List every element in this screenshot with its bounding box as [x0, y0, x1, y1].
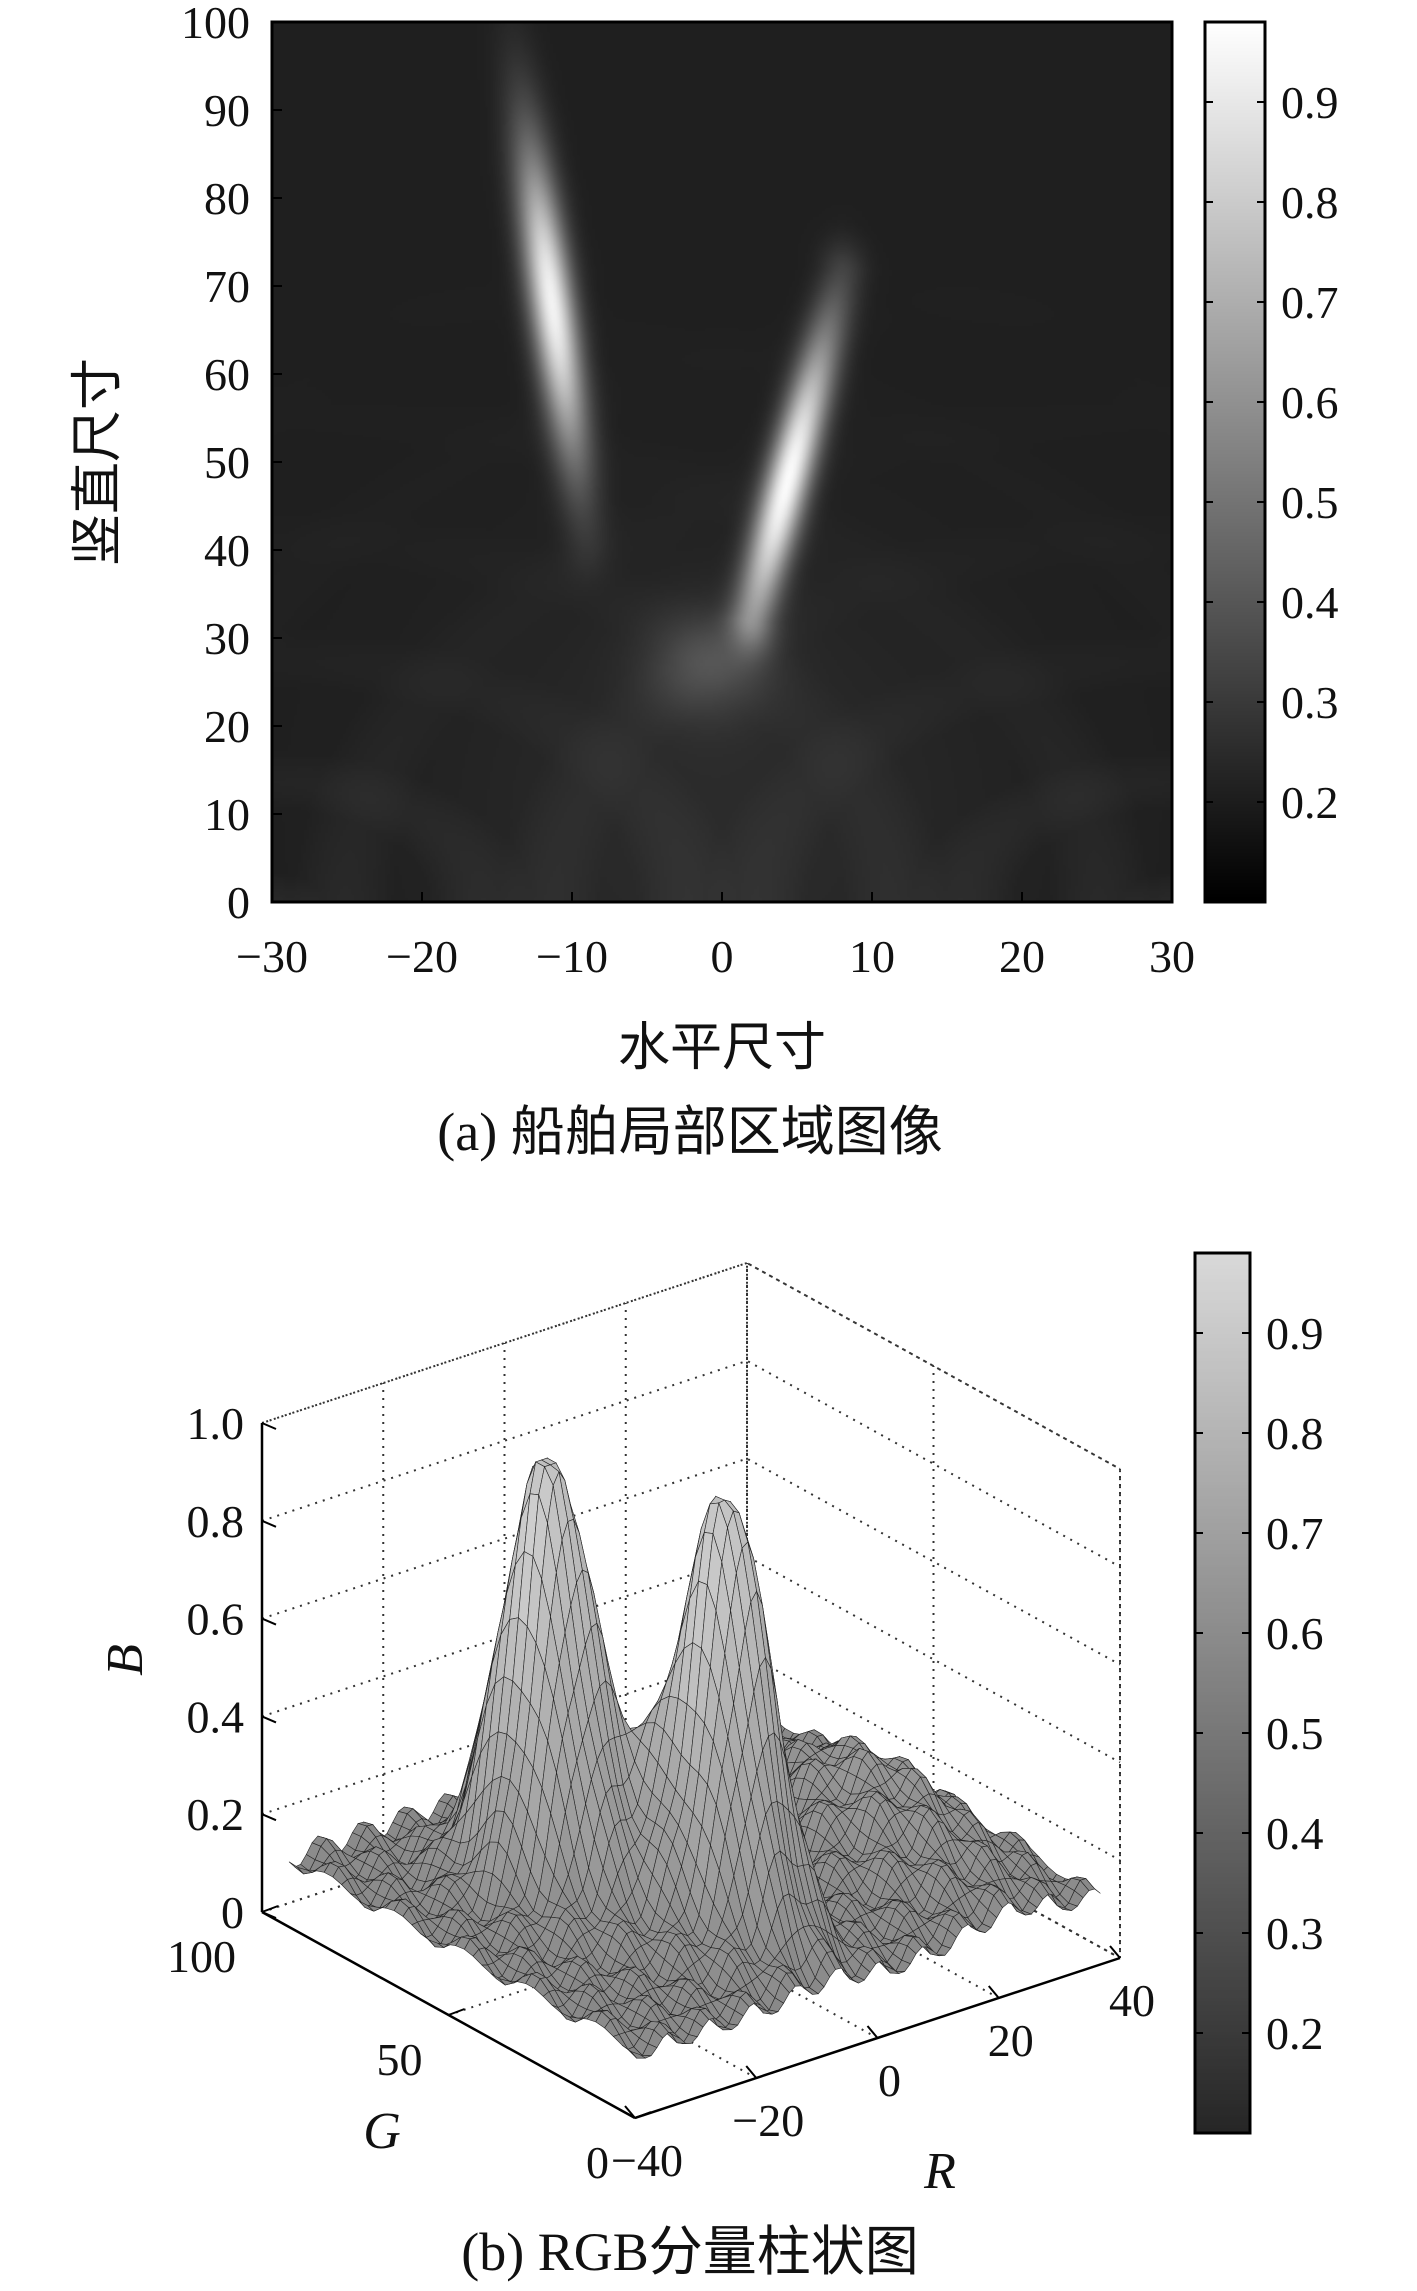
panel-b-caption: (b) RGB分量柱状图 — [461, 2222, 919, 2282]
x-tick-label: 10 — [849, 931, 895, 982]
colorbar-tick-label: 0.8 — [1281, 177, 1339, 228]
back-wall-gb — [746, 1261, 1121, 1960]
y-tick-label: 20 — [204, 701, 250, 752]
colorbar-tick-label: 0.6 — [1281, 377, 1339, 428]
r-tick-label: −20 — [732, 2095, 804, 2146]
colorbar-tick-label: 0.9 — [1281, 77, 1339, 128]
r-tick-label: 0 — [878, 2055, 901, 2106]
r-tick-mark — [624, 2105, 636, 2119]
g-tick-mark — [448, 2008, 465, 2016]
g-tick-label: 50 — [377, 2034, 423, 2085]
colorbar-tick-label: 0.5 — [1266, 1708, 1324, 1759]
colorbar-tick-label: 0.3 — [1266, 1908, 1324, 1959]
heatmap-x-ticks: −30 −20 −10 0 10 20 30 — [236, 892, 1195, 982]
colorbar-tick-label: 0.2 — [1281, 777, 1339, 828]
surface-colorbar-frame — [1193, 1251, 1252, 2135]
z-grid-line — [261, 1359, 1121, 1568]
r-tick-label: −40 — [611, 2135, 683, 2186]
surface-mesh — [288, 1457, 1101, 2059]
surface-z-label: B — [97, 1644, 154, 1676]
z-tick-mark — [261, 1617, 277, 1626]
y-tick-label: 70 — [204, 261, 250, 312]
colorbar-tick-label: 0.7 — [1266, 1508, 1324, 1559]
r-tick-label: 40 — [1109, 1975, 1155, 2026]
colorbar-tick-label: 0.4 — [1266, 1808, 1324, 1859]
heatmap-colorbar-frame — [1203, 20, 1267, 904]
y-tick-label: 10 — [204, 789, 250, 840]
heatmap-y-ticks: 0 10 20 30 40 50 60 70 80 90 100 — [181, 0, 282, 928]
panel-a: −30 −20 −10 0 10 20 30 0102030405060708090100 … — [70, 0, 1339, 1162]
z-tick-label: 1.0 — [187, 1398, 245, 1449]
y-tick-label: 50 — [204, 437, 250, 488]
r-tick-label: 20 — [988, 2015, 1034, 2066]
y-tick-label: 90 — [204, 85, 250, 136]
z-tick-label: 0.8 — [187, 1496, 245, 1547]
y-tick-label: 30 — [204, 613, 250, 664]
heatmap-colorbar-gradient — [1205, 22, 1265, 902]
colorbar-tick-label: 0.4 — [1281, 577, 1339, 628]
z-tick-mark — [261, 1519, 277, 1528]
z-tick-mark — [261, 1911, 277, 1919]
z-tick-mark — [261, 1715, 277, 1724]
colorbar-tick-label: 0.2 — [1266, 2008, 1324, 2059]
x-tick-label: −30 — [236, 931, 308, 982]
surface-facet — [629, 2050, 647, 2059]
x-tick-label: 0 — [711, 931, 734, 982]
z-grid-line — [261, 1261, 1121, 1470]
r-tick-mark — [745, 2065, 758, 2079]
colorbar-tick-label: 0.9 — [1266, 1308, 1324, 1359]
r-tick-mark — [987, 1985, 1000, 1999]
surface-y-label: G — [363, 2103, 401, 2160]
colorbar-tick-label: 0.6 — [1266, 1608, 1324, 1659]
z-tick-label: 0.4 — [187, 1691, 245, 1742]
z-tick-label: 0.6 — [187, 1594, 245, 1645]
y-tick-label: 0 — [227, 877, 250, 928]
colorbar-tick-label: 0.8 — [1266, 1408, 1324, 1459]
x-tick-label: −10 — [536, 931, 608, 982]
heatmap-y-label: 竖直尺寸 — [70, 358, 127, 566]
x-tick-label: 20 — [999, 931, 1045, 982]
y-tick-label: 40 — [204, 525, 250, 576]
g-tick-mark — [261, 1905, 279, 1913]
heatmap-colorbar-ticks: 0.2 0.3 0.4 0.5 0.6 0.7 0.8 0.9 — [1205, 77, 1339, 828]
z-tick-mark — [261, 1813, 277, 1822]
colorbar-tick-label: 0.3 — [1281, 677, 1339, 728]
g-tick-label: 100 — [167, 1931, 236, 1982]
g-tick-mark — [634, 2111, 652, 2119]
panel-a-caption: (a) 船舶局部区域图像 — [437, 1102, 942, 1162]
heatmap-x-label: 水平尺寸 — [618, 1020, 826, 1077]
r-tick-mark — [1109, 1945, 1121, 1959]
heatmap-image — [272, 22, 1172, 902]
x-tick-label: −20 — [386, 931, 458, 982]
z-tick-label: 0.2 — [187, 1789, 245, 1840]
colorbar-tick-label: 0.7 — [1281, 277, 1339, 328]
z-tick-label: 0 — [221, 1887, 244, 1938]
surface-x-label: R — [923, 2143, 956, 2200]
x-tick-label: 30 — [1149, 931, 1195, 982]
y-tick-label: 100 — [181, 0, 250, 48]
colorbar-tick-label: 0.5 — [1281, 477, 1339, 528]
r-tick-mark — [866, 2025, 879, 2039]
surface-colorbar-ticks: 0.2 0.3 0.4 0.5 0.6 0.7 0.8 0.9 — [1195, 1308, 1324, 2059]
y-tick-label: 80 — [204, 173, 250, 224]
surface-colorbar-gradient — [1195, 1253, 1250, 2133]
z-tick-mark — [261, 1422, 277, 1430]
surface-axes: 0 0.2 0.4 0.6 0.8 1.0 0 50 100 −40 −20 0 20 40 — [167, 1398, 1155, 2188]
y-tick-label: 60 — [204, 349, 250, 400]
g-tick-label: 0 — [586, 2137, 609, 2188]
